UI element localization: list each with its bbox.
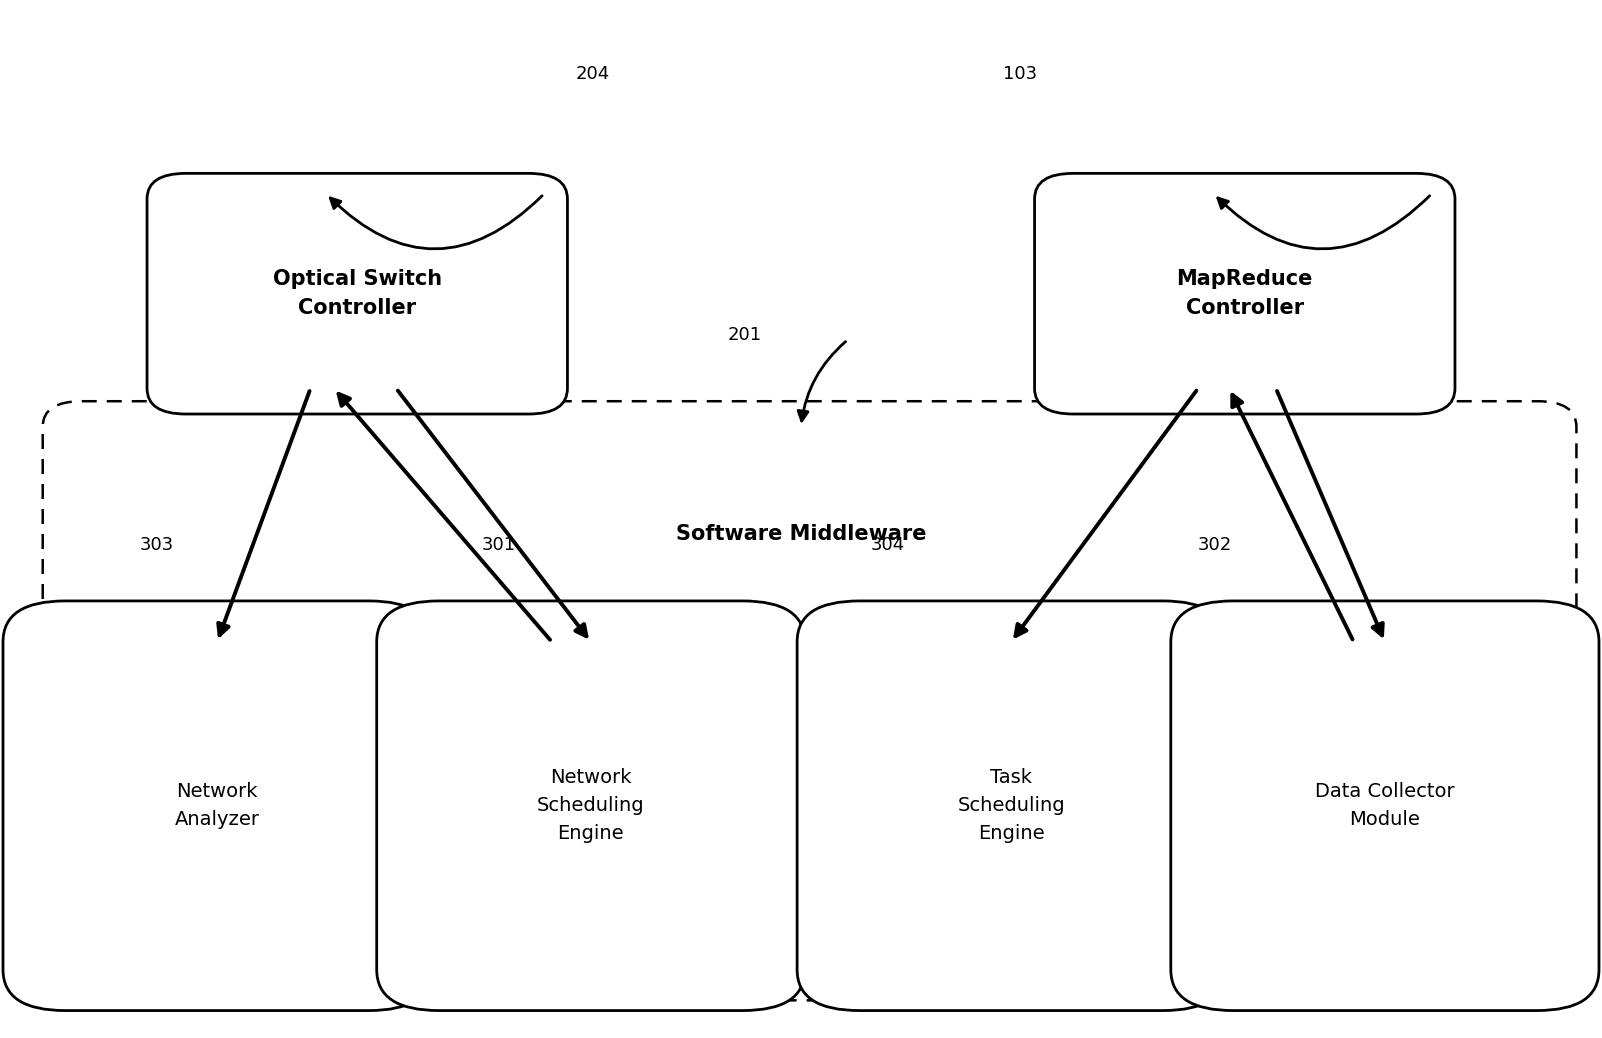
- Text: Optical Switch
Controller: Optical Switch Controller: [272, 269, 442, 319]
- FancyBboxPatch shape: [1171, 601, 1599, 1011]
- FancyBboxPatch shape: [1035, 173, 1455, 414]
- Text: Network
Analyzer: Network Analyzer: [175, 783, 260, 829]
- Text: 301: 301: [482, 536, 516, 553]
- Text: 201: 201: [727, 326, 763, 344]
- Text: MapReduce
Controller: MapReduce Controller: [1176, 269, 1314, 319]
- Text: 303: 303: [139, 536, 173, 553]
- FancyBboxPatch shape: [43, 402, 1576, 1001]
- FancyBboxPatch shape: [798, 601, 1226, 1011]
- Text: 304: 304: [871, 536, 905, 553]
- FancyBboxPatch shape: [147, 173, 567, 414]
- FancyBboxPatch shape: [3, 601, 431, 1011]
- Text: 103: 103: [1003, 64, 1038, 82]
- Text: Software Middleware: Software Middleware: [676, 524, 926, 544]
- Text: Task
Scheduling
Engine: Task Scheduling Engine: [958, 768, 1065, 843]
- Text: 204: 204: [575, 64, 609, 82]
- Text: Data Collector
Module: Data Collector Module: [1315, 783, 1455, 829]
- FancyBboxPatch shape: [376, 601, 804, 1011]
- Text: Network
Scheduling
Engine: Network Scheduling Engine: [537, 768, 644, 843]
- Text: 302: 302: [1198, 536, 1232, 553]
